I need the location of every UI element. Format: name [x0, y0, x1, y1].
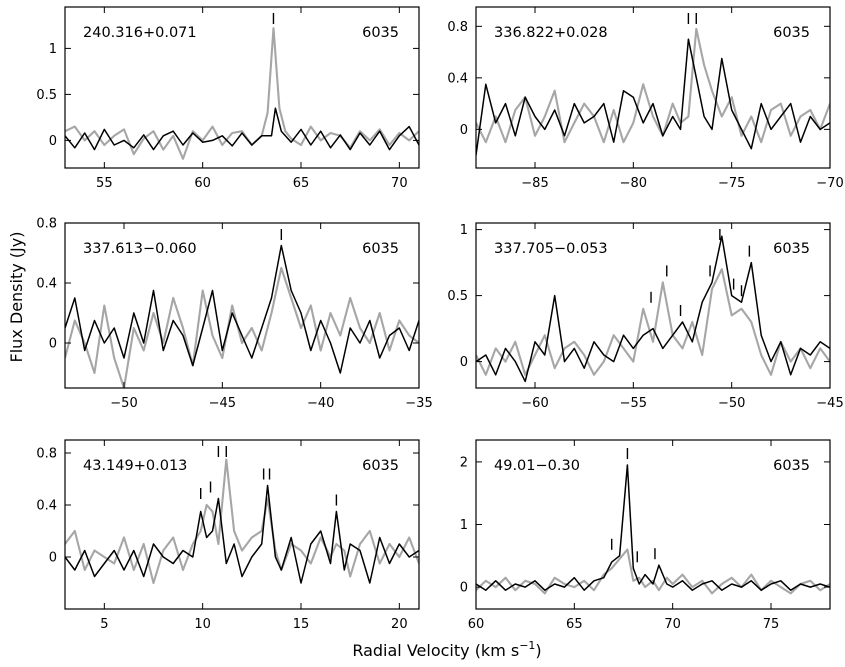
- spectrum-line-black: [476, 235, 830, 383]
- x-axis-title-exponent: −1: [519, 639, 535, 652]
- x-tick-label: −70: [816, 176, 843, 191]
- x-tick-label: 15: [293, 617, 310, 632]
- spectrum-panel: −60 −55 −50 −45 0 0.5 1 337.705−0.053 6035: [447, 222, 844, 411]
- panel-frame: [64, 222, 420, 389]
- x-tick-label: −45: [816, 396, 843, 411]
- x-tick-label: 65: [293, 176, 310, 191]
- source-name: 337.705−0.053: [494, 241, 608, 257]
- x-tick-label: 70: [664, 617, 681, 632]
- y-tick-label: 0.5: [36, 88, 57, 103]
- spectrum-panel: −50 −45 −40 −35 0 0.4 0.8 337.613−0.060 6035: [36, 217, 432, 412]
- x-tick-label: 65: [566, 617, 583, 632]
- x-tick-label: −80: [620, 176, 647, 191]
- x-tick-label: −75: [718, 176, 745, 191]
- frequency-label: 6035: [362, 241, 399, 257]
- spectrum-line-gray: [476, 268, 830, 376]
- y-tick-label: 0.8: [36, 217, 57, 232]
- spectrum-line-gray: [476, 548, 830, 595]
- x-axis-title-close: ): [535, 641, 541, 660]
- y-tick-label: 0.4: [36, 277, 57, 292]
- frequency-label: 6035: [362, 25, 399, 41]
- x-tick-label: −60: [521, 396, 548, 411]
- y-tick-label: 1: [460, 518, 468, 533]
- spectrum-line-black: [65, 244, 419, 374]
- x-tick-label: 55: [96, 176, 113, 191]
- x-tick-label: 60: [468, 617, 485, 632]
- x-tick-label: −45: [209, 396, 236, 411]
- x-tick-label: −55: [620, 396, 647, 411]
- spectrum-panel: 55 60 65 70 0 0.5 1 240.316+0.071 6035: [36, 6, 420, 191]
- y-axis-title: Flux Density (Jy): [7, 232, 26, 363]
- spectrum-panel: 5 10 15 20 0 0.4 0.8 43.149+0.013 6035: [36, 439, 420, 632]
- x-axis-title-main: Radial Velocity (km s: [352, 641, 519, 660]
- y-tick-label: 1: [460, 223, 468, 238]
- y-tick-label: 0.8: [447, 20, 468, 35]
- spectrum-line-gray: [65, 458, 419, 585]
- panel-frame: [64, 6, 420, 169]
- source-name: 337.613−0.060: [83, 241, 197, 257]
- frequency-label: 6035: [773, 458, 810, 474]
- y-tick-label: 1: [49, 42, 57, 57]
- x-tick-label: 60: [194, 176, 211, 191]
- y-tick-label: 0: [49, 551, 57, 566]
- frequency-label: 6035: [773, 241, 810, 257]
- y-tick-label: 0: [460, 581, 468, 596]
- spectrum-line-black: [476, 38, 830, 156]
- y-tick-label: 0.8: [36, 447, 57, 462]
- x-tick-label: 70: [391, 176, 408, 191]
- y-tick-label: 0.4: [447, 71, 468, 86]
- x-tick-label: 75: [763, 617, 780, 632]
- y-tick-label: 0: [460, 355, 468, 370]
- y-tick-label: 0: [49, 337, 57, 352]
- y-tick-label: 0.4: [36, 499, 57, 514]
- x-tick-label: −50: [718, 396, 745, 411]
- x-tick-label: −85: [521, 176, 548, 191]
- x-axis-title: Radial Velocity (km s−1): [352, 639, 541, 660]
- source-name: 240.316+0.071: [83, 25, 197, 41]
- x-tick-label: 10: [194, 617, 211, 632]
- spectrum-line-gray: [65, 266, 419, 388]
- x-tick-label: 5: [100, 617, 108, 632]
- source-name: 336.822+0.028: [494, 25, 608, 41]
- panel-frame: [475, 6, 831, 169]
- y-tick-label: 0: [49, 134, 57, 149]
- spectrum-panel: −85 −80 −75 −70 0 0.4 0.8 336.822+0.028 6035: [447, 6, 844, 191]
- spectrum-line-gray: [476, 27, 830, 144]
- x-tick-label: −50: [110, 396, 137, 411]
- panel-frame: [475, 222, 831, 389]
- y-tick-label: 2: [460, 455, 468, 470]
- x-tick-label: 20: [391, 617, 408, 632]
- spectrum-line-black: [476, 464, 830, 591]
- y-tick-label: 0: [460, 123, 468, 138]
- spectrum-panel: 60 65 70 75 0 1 2 49.01−0.30 6035: [460, 439, 831, 632]
- source-name: 43.149+0.013: [83, 458, 187, 474]
- x-tick-label: −35: [405, 396, 432, 411]
- frequency-label: 6035: [362, 458, 399, 474]
- panel-frame: [64, 439, 420, 610]
- frequency-label: 6035: [773, 25, 810, 41]
- spectrum-line-black: [65, 107, 419, 151]
- x-tick-label: −40: [307, 396, 334, 411]
- spectrum-line-black: [65, 484, 419, 584]
- y-tick-label: 0.5: [447, 289, 468, 304]
- source-name: 49.01−0.30: [494, 458, 580, 474]
